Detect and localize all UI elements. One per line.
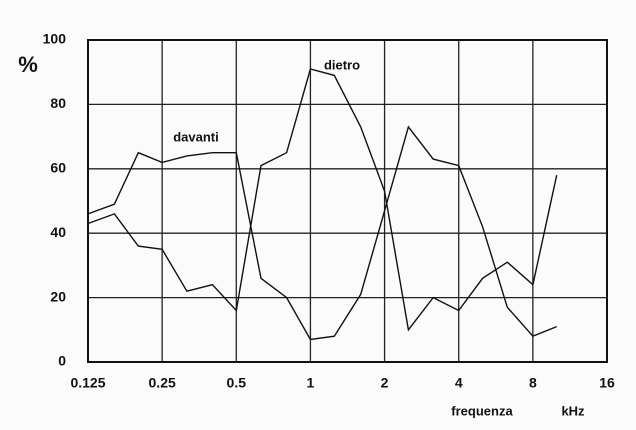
- y-tick-label: 40: [50, 224, 66, 240]
- x-tick-label: 8: [529, 375, 537, 391]
- x-tick-label: 0.5: [227, 375, 247, 391]
- plot-frame: [87, 39, 608, 363]
- x-tick-label: 2: [381, 375, 389, 391]
- x-tick-label: 0.125: [70, 375, 105, 391]
- series-line: [87, 68, 558, 332]
- series-label: davanti: [173, 129, 219, 144]
- x-tick-label: 4: [455, 375, 463, 391]
- series-label: dietro: [324, 57, 360, 72]
- y-tick-label: 100: [43, 31, 67, 47]
- y-axis-label: %: [18, 52, 38, 77]
- y-tick-label: 20: [50, 288, 66, 304]
- x-tick-label: 1: [307, 375, 315, 391]
- x-axis-label: frequenza: [451, 403, 513, 418]
- x-tick-label: 0.25: [149, 375, 176, 391]
- series-line: [87, 125, 557, 341]
- x-axis-unit: kHz: [561, 403, 585, 418]
- y-tick-label: 60: [50, 160, 66, 176]
- y-tick-label: 80: [50, 95, 66, 111]
- x-tick-label: 16: [599, 375, 615, 391]
- y-tick-label: 0: [58, 353, 66, 369]
